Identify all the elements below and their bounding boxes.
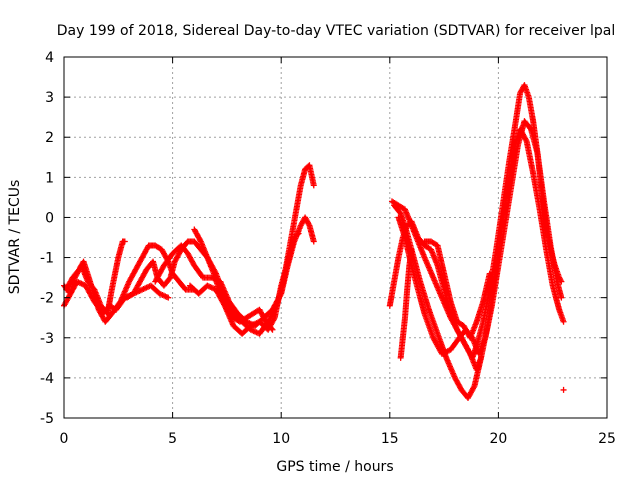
x-axis-label: GPS time / hours [276,459,393,475]
data-point-marker [268,325,275,332]
x-tick-label: 0 [60,431,69,447]
x-axis-ticks: 0 5 10 15 20 25 [60,57,616,447]
data-series-group [61,82,567,401]
data-point-marker [408,246,415,253]
data-point-marker [295,230,302,237]
y-axis-ticks: -5 -4 -3 -2 -1 0 1 2 3 4 [40,50,607,427]
y-axis-label: SDTVAR / TECUs [7,180,23,295]
y-tick-label: -1 [40,251,54,267]
data-point-marker [527,125,534,132]
data-point-marker [165,294,172,301]
data-point-marker [66,291,73,298]
y-tick-label: 4 [45,50,54,66]
y-tick-label: -2 [40,291,54,307]
x-tick-label: 20 [489,431,507,447]
plot-frame [63,56,608,419]
chart-title: Day 199 of 2018, Sidereal Day-to-day VTE… [57,23,615,39]
data-point-marker [305,221,312,228]
y-tick-label: -5 [40,411,54,427]
series-outlier [560,386,567,393]
y-tick-label: 0 [45,210,54,226]
x-tick-label: 5 [168,431,177,447]
y-tick-label: 1 [45,170,54,186]
data-point-marker [560,318,567,325]
series-trace-g [191,226,276,333]
data-point-marker [486,270,493,277]
series-trace-d [123,162,317,337]
x-tick-label: 15 [381,431,399,447]
data-point-marker [560,386,567,393]
data-point-marker [269,326,276,333]
data-point-marker [470,384,477,391]
series-trace-k [386,218,485,373]
data-point-marker [522,136,529,143]
data-point-marker [270,316,277,323]
x-tick-label: 25 [598,431,616,447]
y-tick-label: 2 [45,130,54,146]
data-point-marker [310,182,317,189]
data-point-marker [197,237,204,244]
y-tick-label: 3 [45,90,54,106]
data-point-marker [294,231,301,238]
x-tick-label: 10 [272,431,290,447]
y-tick-label: -3 [40,331,54,347]
series-trace-m [421,238,493,341]
data-point-marker [558,294,565,301]
series-trace-l [397,246,415,361]
data-point-marker [310,238,317,245]
grid-lines [64,57,607,418]
data-point-marker [121,238,128,245]
data-point-marker [478,354,485,361]
y-tick-label: -4 [40,371,54,387]
data-point-marker [466,349,473,356]
